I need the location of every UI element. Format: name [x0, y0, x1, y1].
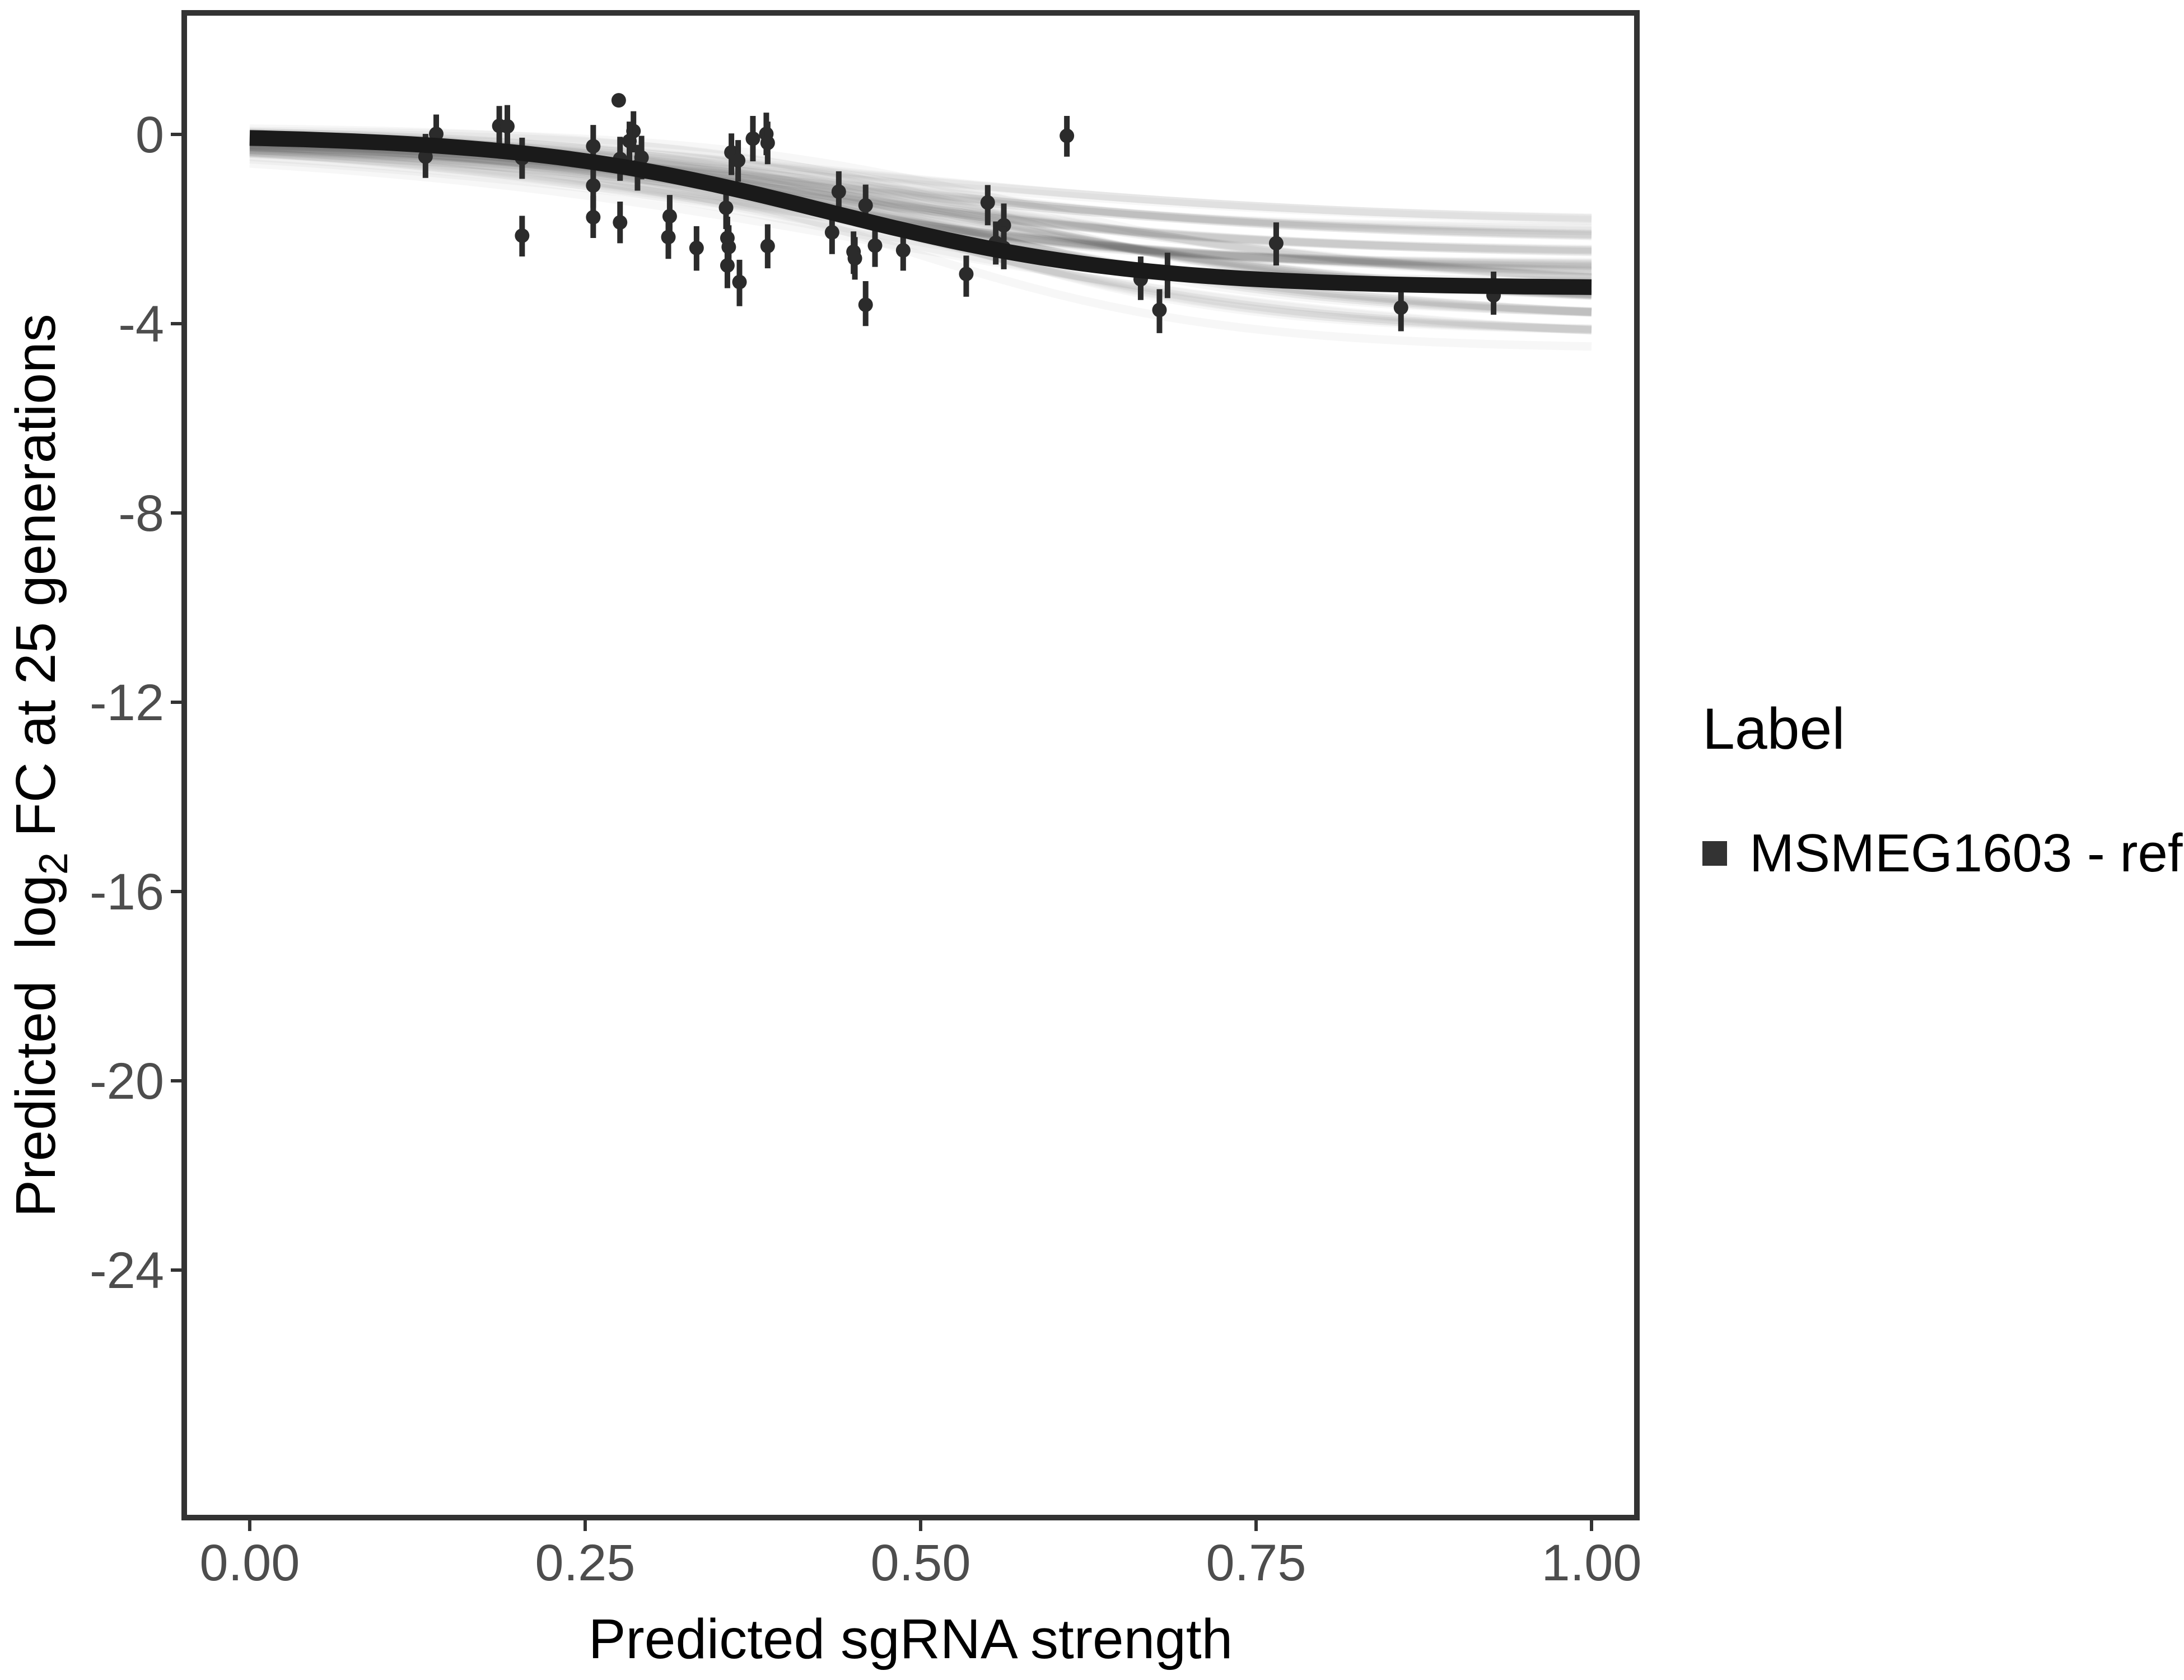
posterior-draw-line	[249, 144, 1592, 283]
data-point	[858, 297, 873, 312]
y-tick-label: -12	[90, 674, 164, 731]
data-point	[847, 251, 862, 266]
posterior-draw-line	[249, 159, 1592, 335]
x-tick-label: 0.00	[199, 1534, 300, 1592]
data-point	[428, 127, 444, 142]
data-point	[831, 184, 846, 199]
y-axis-title-text: Predicted log	[4, 875, 67, 1217]
x-axis-title: Predicted sgRNA strength	[588, 1608, 1233, 1670]
x-tick-label: 1.00	[1541, 1534, 1641, 1592]
data-point	[760, 239, 775, 254]
panel-border	[181, 10, 1640, 1520]
posterior-draw-line	[249, 142, 1592, 316]
legend: Label MSMEG1603 - ref	[1702, 697, 2183, 884]
fit-curve	[249, 130, 1592, 295]
data-point	[996, 218, 1011, 233]
data-point	[745, 131, 760, 146]
data-point	[689, 240, 704, 255]
data-point	[895, 243, 911, 258]
data-point	[586, 139, 601, 154]
y-axis-title-subscript: 2	[31, 852, 76, 875]
posterior-draw-line	[249, 150, 1592, 272]
data-point	[661, 230, 676, 245]
posterior-draw-line	[249, 148, 1592, 257]
data-point	[732, 274, 747, 290]
posterior-draw-line	[249, 143, 1592, 351]
data-point	[515, 228, 530, 243]
posterior-draw-line	[249, 129, 1592, 316]
posterior-draw-line	[249, 146, 1592, 270]
y-tick-label: 0	[136, 106, 164, 164]
posterior-draw-line	[249, 144, 1592, 255]
posterior-draw-line	[249, 124, 1592, 231]
y-axis-title-suffix: FC at 25 generations	[4, 314, 67, 853]
data-point	[613, 215, 628, 230]
data-point	[1268, 236, 1284, 251]
data-point	[760, 136, 775, 151]
y-tick-label: -24	[90, 1242, 164, 1299]
posterior-draw-line	[249, 142, 1592, 240]
y-tick-label: -20	[90, 1053, 164, 1110]
posterior-draw-line	[249, 148, 1592, 275]
posterior-draw-line	[249, 143, 1592, 255]
data-point	[586, 209, 601, 225]
data-point	[959, 267, 974, 282]
data-point	[586, 178, 601, 193]
data-point	[1393, 300, 1408, 315]
x-tick-label: 0.25	[535, 1534, 635, 1592]
posterior-draw-line	[249, 146, 1592, 256]
data-point	[1152, 302, 1167, 318]
y-tick-label: -16	[90, 864, 164, 921]
data-point	[500, 119, 515, 134]
posterior-draw-line	[249, 146, 1592, 282]
data-point	[611, 93, 626, 108]
posterior-draw-line	[249, 139, 1592, 270]
x-tick-label: 0.50	[870, 1534, 970, 1592]
posterior-draw-line	[249, 145, 1592, 274]
legend-entry: MSMEG1603 - ref	[1702, 823, 2183, 884]
data-point	[622, 133, 637, 148]
data-point	[867, 238, 883, 253]
posterior-draw-line	[249, 147, 1592, 272]
posterior-draw-line	[249, 148, 1592, 335]
posterior-draw-line	[249, 127, 1592, 280]
y-axis-title: Predicted log2 FC at 25 generations	[4, 150, 76, 1382]
legend-entry-label: MSMEG1603 - ref	[1749, 823, 2183, 884]
data-point	[720, 258, 735, 273]
posterior-draw-line	[249, 144, 1592, 241]
x-tick-label: 0.75	[1206, 1534, 1306, 1592]
data-point	[718, 200, 734, 215]
data-point	[824, 225, 839, 240]
data-point	[1060, 128, 1075, 143]
y-tick-label: -4	[118, 296, 164, 353]
legend-swatch-icon	[1702, 841, 1727, 866]
y-tick-label: -8	[118, 485, 164, 542]
data-point	[858, 198, 873, 213]
legend-title: Label	[1702, 697, 1845, 762]
data-point	[731, 153, 746, 168]
data-point	[980, 195, 995, 210]
